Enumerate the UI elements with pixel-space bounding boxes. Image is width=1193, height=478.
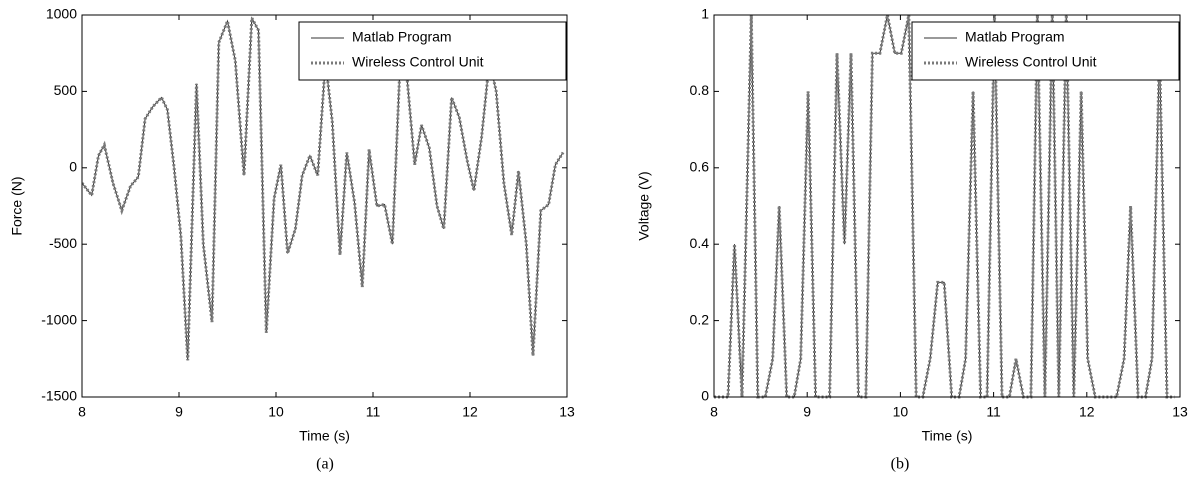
y-tick-label: 0 xyxy=(69,159,77,175)
y-tick-label: -1000 xyxy=(41,311,77,327)
x-tick-label: 9 xyxy=(175,404,183,420)
x-axis-label: Time (s) xyxy=(299,428,350,444)
y-tick-label: 0.2 xyxy=(690,311,710,327)
y-tick-label: -500 xyxy=(49,235,77,251)
y-tick-label: -1500 xyxy=(41,388,77,404)
legend-label: Matlab Program xyxy=(965,29,1065,45)
legend-label: Wireless Control Unit xyxy=(965,54,1097,70)
y-axis-label: Force (N) xyxy=(9,176,25,235)
axes-box xyxy=(713,14,1181,398)
y-tick-label: 0.4 xyxy=(690,235,710,251)
caption: (b) xyxy=(891,456,910,473)
axes-box xyxy=(81,14,568,398)
x-axis-label: Time (s) xyxy=(922,428,973,444)
x-tick-label: 8 xyxy=(710,404,718,420)
caption: (a) xyxy=(316,456,334,473)
x-tick-label: 13 xyxy=(559,404,575,420)
x-tick-label: 10 xyxy=(893,404,909,420)
legend-label: Matlab Program xyxy=(352,29,452,45)
x-tick-label: 12 xyxy=(1079,404,1095,420)
y-tick-label: 0 xyxy=(701,388,709,404)
series-line xyxy=(82,13,565,361)
x-tick-label: 13 xyxy=(1172,404,1188,420)
x-tick-label: 11 xyxy=(986,404,1001,420)
x-tick-label: 9 xyxy=(803,404,811,420)
y-tick-label: 1000 xyxy=(46,6,77,22)
x-tick-label: 11 xyxy=(366,404,381,420)
y-tick-label: 0.8 xyxy=(690,82,710,98)
y-tick-label: 500 xyxy=(54,82,78,98)
legend-box xyxy=(911,21,1180,81)
x-tick-label: 12 xyxy=(462,404,478,420)
x-tick-label: 8 xyxy=(78,404,86,420)
legend-label: Wireless Control Unit xyxy=(352,54,484,70)
y-tick-label: 1 xyxy=(701,6,709,22)
y-axis-label: Voltage (V) xyxy=(636,171,652,240)
x-tick-label: 10 xyxy=(268,404,284,420)
y-tick-label: 0.6 xyxy=(690,159,710,175)
legend-box xyxy=(298,21,567,81)
